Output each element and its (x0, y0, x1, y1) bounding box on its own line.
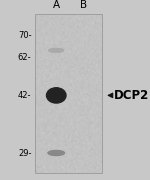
Text: 62-: 62- (18, 53, 32, 62)
Text: B: B (80, 0, 87, 10)
Text: 29-: 29- (18, 148, 32, 158)
Bar (34, 14, 102, 173)
Text: DCP2: DCP2 (114, 89, 149, 102)
Ellipse shape (48, 150, 64, 156)
Text: 42-: 42- (18, 91, 32, 100)
Ellipse shape (46, 88, 66, 103)
Text: A: A (53, 0, 60, 10)
Ellipse shape (49, 48, 64, 52)
Text: 70-: 70- (18, 31, 32, 40)
